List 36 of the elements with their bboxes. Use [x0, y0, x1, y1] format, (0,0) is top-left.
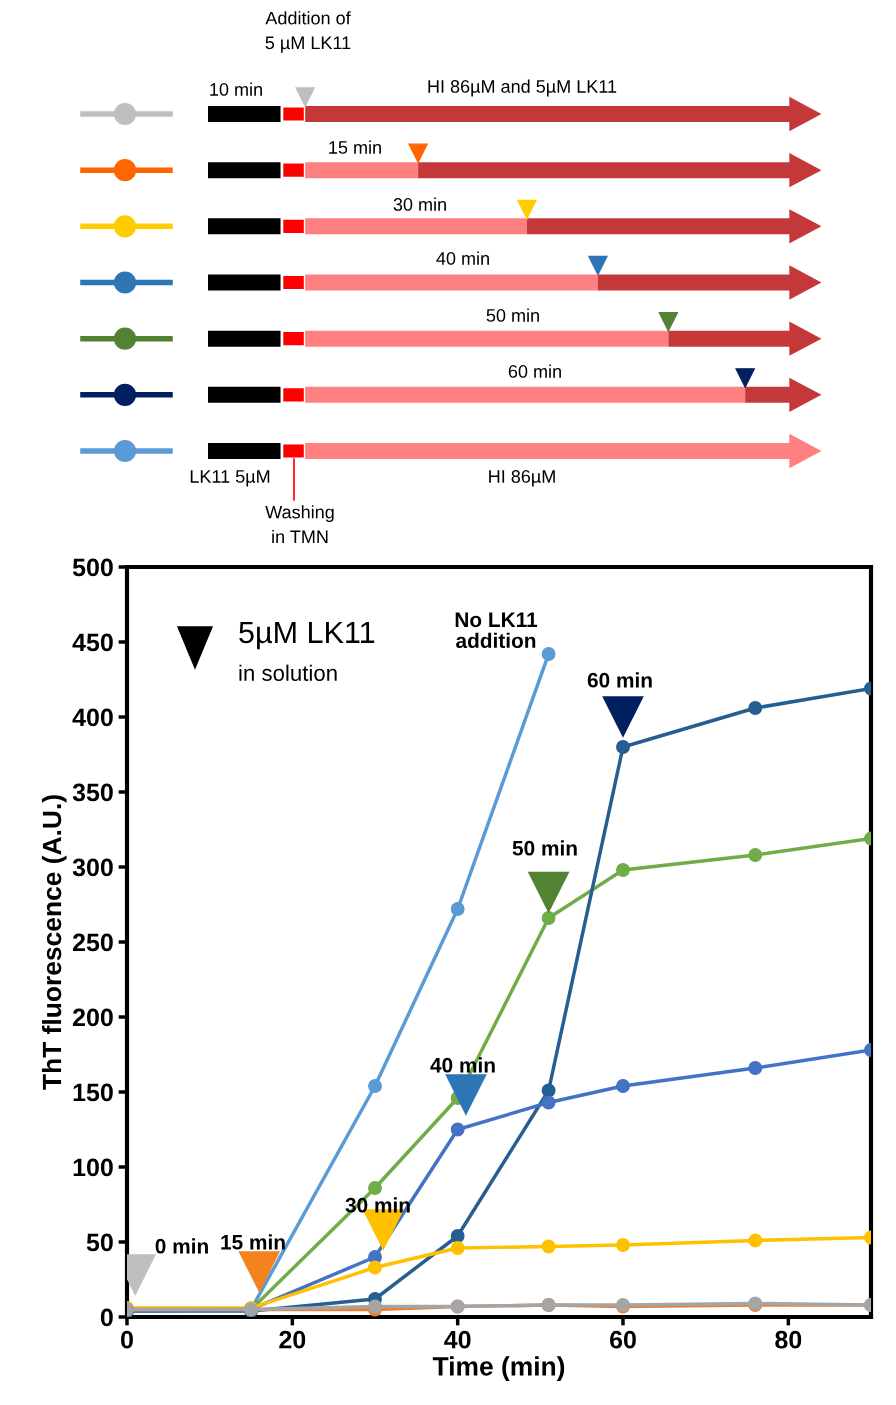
y-tick-label: 400	[72, 708, 113, 727]
y-tick-label: 300	[72, 858, 113, 877]
y-tick-label: 200	[72, 1008, 113, 1027]
x-tick-label: 0	[121, 1330, 133, 1349]
annotation: 50 min	[512, 840, 577, 856]
x-axis-title: Time (min)	[432, 1356, 565, 1381]
y-tick-label: 250	[72, 933, 113, 952]
y-tick-label: 0	[100, 1308, 113, 1327]
y-tick-label: 150	[73, 1083, 113, 1102]
y-tick-label: 500	[72, 558, 113, 577]
text: Addition of 5 µM LK11	[265, 11, 351, 53]
annotation: HI 86µM and 5µM LK11	[428, 79, 617, 97]
annotation: No LK11 addition	[455, 612, 538, 649]
text: Washing in TMN	[265, 505, 334, 544]
annotation: 15 min	[221, 1234, 285, 1250]
annotation: 40 min	[436, 251, 489, 265]
annotation: 5µM LK11	[239, 621, 375, 650]
y-axis-title: ThT fluorescence (A.U.)	[41, 795, 67, 1090]
annotation: 50 min	[486, 308, 539, 322]
x-tick-label: 40	[444, 1330, 471, 1349]
annotation: 0 min	[155, 1238, 208, 1254]
annotation: in solution	[239, 664, 337, 681]
x-tick-label: 80	[775, 1330, 802, 1349]
annotation: 60 min	[587, 672, 652, 688]
y-tick-label: 50	[86, 1233, 113, 1252]
annotation: 15 min	[329, 140, 381, 154]
annotation: 10 min	[210, 82, 262, 96]
y-tick-label: 350	[72, 783, 113, 802]
annotation: 60 min	[508, 364, 561, 378]
annotation: 30 min	[393, 197, 446, 211]
y-tick-label: 100	[73, 1158, 113, 1177]
x-tick-label: 60	[610, 1330, 636, 1349]
y-tick-label: 450	[72, 633, 113, 652]
x-tick-label: 20	[279, 1330, 306, 1349]
annotation: HI 86µM	[489, 470, 555, 487]
annotation: LK11 5µM	[190, 470, 270, 487]
